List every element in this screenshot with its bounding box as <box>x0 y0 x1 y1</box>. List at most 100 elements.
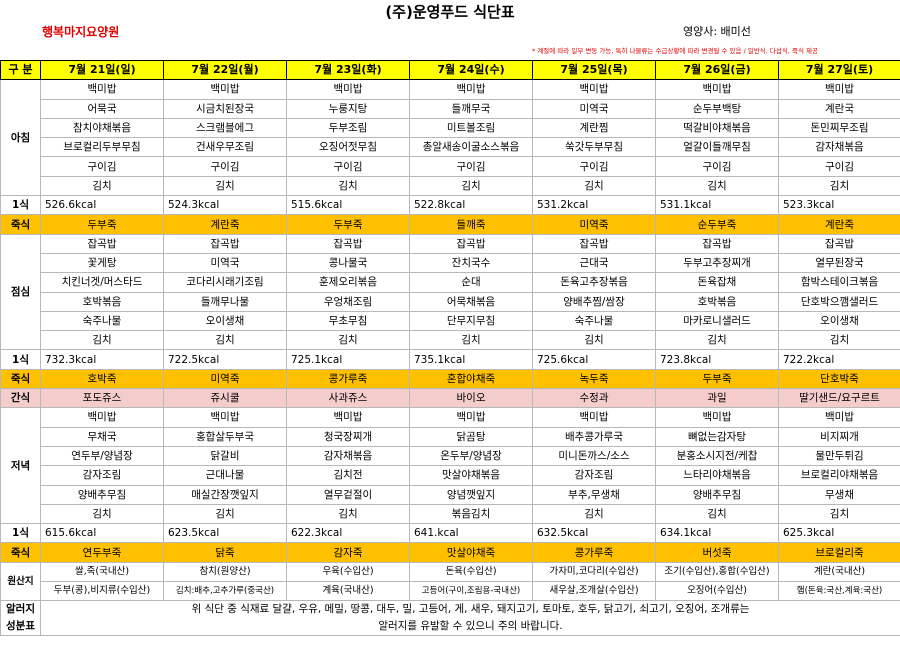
kcal-label: 1식 <box>0 195 41 216</box>
porridge-item: 두부죽 <box>40 214 164 235</box>
menu-item: 잡곡밥 <box>532 233 656 254</box>
allergy-label: 알러지 성분표 <box>0 600 41 637</box>
snack-item: 바이오 <box>409 388 533 409</box>
menu-item: 닭갈비 <box>163 445 287 467</box>
menu-item: 오이생채 <box>778 310 900 332</box>
origin-item: 참치(원양산) <box>163 561 287 583</box>
kcal-value: 524.3kcal <box>163 195 287 216</box>
allergy-text: 위 식단 중 식재료 달걀, 우유, 메밀, 땅콩, 대두, 밀, 고등어, 게… <box>40 600 900 637</box>
menu-item: 참치야채볶음 <box>40 117 164 139</box>
porridge-item: 연두부죽 <box>40 542 164 563</box>
origin-item: 계육(국내산) <box>286 581 410 602</box>
day-header: 7월 22일(월) <box>163 59 287 81</box>
porridge-item: 미역죽 <box>163 368 287 390</box>
menu-item: 무생채 <box>778 484 900 505</box>
menu-item: 호박볶음 <box>40 291 164 312</box>
day-header: 7월 24일(수) <box>409 59 533 81</box>
origin-item: 김치:배추,고추가루(중국산) <box>163 581 287 602</box>
porridge-item: 미역죽 <box>532 214 656 235</box>
menu-item: 미역국 <box>163 252 287 274</box>
porridge-item: 브로컬리죽 <box>778 542 900 563</box>
breakfast-menu-row: 브로컬리두부무침 건새우무조림 오징어젓무침 총알새송이굴소스볶음 쑥갓두부무침 얼갈이들… <box>1 137 900 158</box>
header-row: 구 분 7월 21일(일) 7월 22일(월) 7월 23일(화) 7월 24일(수) 7… <box>0 59 900 81</box>
kcal-value: 725.6kcal <box>532 349 656 370</box>
menu-item: 볶음김치 <box>409 503 533 525</box>
menu-item: 김치 <box>163 503 287 525</box>
lunch-label: 점심 <box>0 233 41 351</box>
origin-item: 햄(돈육:국산,계육:국산) <box>778 581 900 602</box>
snack-item: 포도쥬스 <box>40 388 164 409</box>
menu-item: 백미밥 <box>532 79 656 100</box>
snack-item: 수정과 <box>532 388 656 409</box>
menu-item: 닭곰탕 <box>409 426 533 447</box>
origin-item: 두부(콩),비지류(수입산) <box>40 581 164 602</box>
allergy-label-line2: 성분표 <box>6 620 35 633</box>
menu-item: 감자채볶음 <box>778 137 900 158</box>
menu-item: 우엉채조림 <box>286 291 410 312</box>
menu-item: 김치 <box>409 330 533 351</box>
allergy-row: 알러지 성분표 위 식단 중 식재료 달걀, 우유, 메밀, 땅콩, 대두, 밀, … <box>0 600 900 637</box>
dinner-label: 저녁 <box>0 407 41 525</box>
menu-item: 느타리야채볶음 <box>655 465 779 486</box>
menu-item: 물만두튀김 <box>778 445 900 467</box>
menu-item: 청국장찌개 <box>286 426 410 447</box>
menu-item: 함박스테이크볶음 <box>778 272 900 293</box>
menu-item: 구이김 <box>778 156 900 177</box>
menu-item: 잡곡밥 <box>655 233 779 254</box>
menu-item: 근대국 <box>532 252 656 274</box>
menu-item: 들깨무나물 <box>163 291 287 312</box>
page-title: (주)운영푸드 식단표 <box>385 2 515 21</box>
menu-item: 잡곡밥 <box>163 233 287 254</box>
menu-item: 열무된장국 <box>778 252 900 274</box>
menu-item: 김치 <box>163 175 287 197</box>
origin-item: 돈육(수입산) <box>409 561 533 583</box>
origin-label: 원산지 <box>0 561 41 602</box>
menu-item: 호박볶음 <box>655 291 779 312</box>
porridge-label: 죽식 <box>0 214 41 235</box>
menu-item: 스크램블에그 <box>163 117 287 139</box>
menu-item: 백미밥 <box>40 79 164 100</box>
menu-item: 근대나물 <box>163 465 287 486</box>
lunch-menu-row: 꽃게탕 미역국 콩나물국 잔치국수 근대국 두부고추장찌개 열무된장국 <box>1 252 900 274</box>
menu-item: 백미밥 <box>409 407 533 428</box>
porridge-item: 감자죽 <box>286 542 410 563</box>
menu-item: 돈육잡채 <box>655 272 779 293</box>
breakfast-menu-row: 어묵국 시금치된장국 누룽지탕 들깨무국 미역국 순두부백탕 계란국 <box>1 98 900 119</box>
breakfast-porridge-row: 죽식 두부죽 계란죽 두부죽 들깨죽 미역죽 순두부죽 계란죽 <box>0 214 900 235</box>
menu-item: 매실간장깻잎지 <box>163 484 287 505</box>
notice-text: * 계절에 따라 일부 변동 가능, 특히 나물류는 수급상황에 따라 변경될 … <box>532 47 818 55</box>
menu-item: 구이김 <box>163 156 287 177</box>
menu-item: 브로컬리두부무침 <box>40 137 164 158</box>
origin-item: 고등어(구이,조림용-국내산) <box>409 581 533 602</box>
day-header: 7월 23일(화) <box>286 59 410 81</box>
menu-item: 잡곡밥 <box>286 233 410 254</box>
menu-item: 양배추무침 <box>40 484 164 505</box>
origin-item: 계란(국내산) <box>778 561 900 583</box>
porridge-item: 계란죽 <box>163 214 287 235</box>
porridge-item: 닭죽 <box>163 542 287 563</box>
menu-item: 부추,무생채 <box>532 484 656 505</box>
snack-row: 간식 포도쥬스 쥬시쿨 사과쥬스 바이오 수정과 과일 딸기샌드/요구르트 <box>0 388 900 409</box>
menu-item: 김치 <box>655 330 779 351</box>
origin-item: 새우살,조개살(수입산) <box>532 581 656 602</box>
menu-item: 김치 <box>778 503 900 525</box>
menu-item: 구이김 <box>286 156 410 177</box>
menu-item: 열무겉절이 <box>286 484 410 505</box>
menu-item: 양배추찜/쌈장 <box>532 291 656 312</box>
menu-item: 잔치국수 <box>409 252 533 274</box>
menu-item: 구이김 <box>40 156 164 177</box>
menu-item: 홍합살두부국 <box>163 426 287 447</box>
kcal-label: 1식 <box>0 523 41 544</box>
snack-item: 쥬시쿨 <box>163 388 287 409</box>
breakfast-kcal-row: 1식 526.6kcal 524.3kcal 515.6kcal 522.8kcal 53… <box>0 195 900 216</box>
snack-item: 과일 <box>655 388 779 409</box>
menu-item: 김치 <box>40 330 164 351</box>
snack-item: 딸기샌드/요구르트 <box>778 388 900 409</box>
menu-item: 뼈없는감자탕 <box>655 426 779 447</box>
dinner-menu-row: 저녁 백미밥 백미밥 백미밥 백미밥 백미밥 백미밥 백미밥 <box>0 407 900 525</box>
menu-item: 쑥갓두부무침 <box>532 137 656 158</box>
menu-item: 훈제오리볶음 <box>286 272 410 293</box>
menu-item: 김치 <box>286 330 410 351</box>
allergy-text-line2: 알러지를 유발할 수 있으니 주의 바랍니다. <box>378 620 563 633</box>
